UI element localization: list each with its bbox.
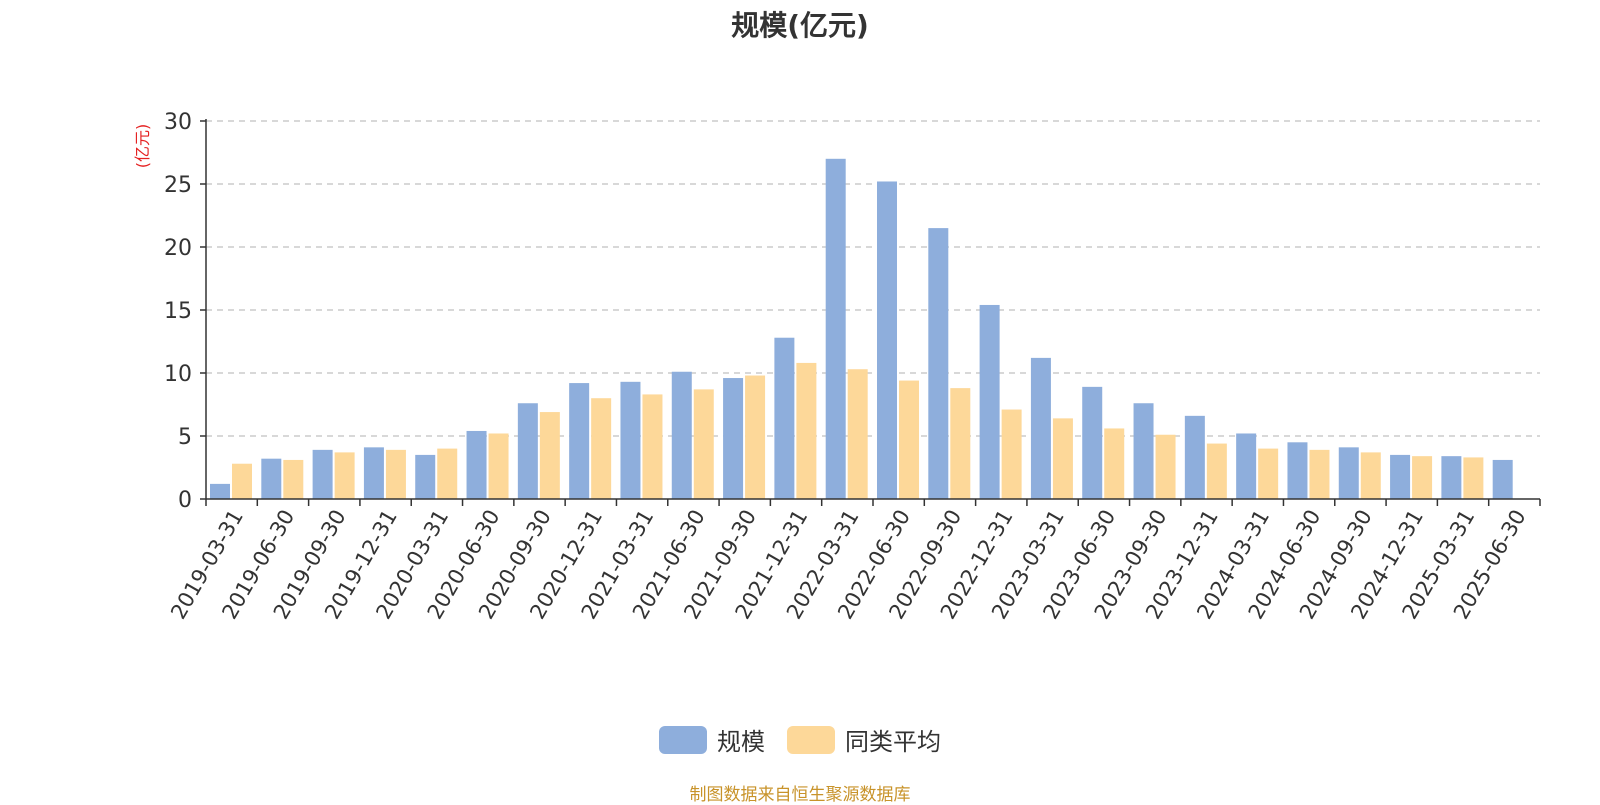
y-tick-label: 15	[164, 299, 192, 324]
bar-peer-average[interactable]	[796, 362, 817, 499]
bar-peer-average[interactable]	[1104, 428, 1125, 499]
bar-scale[interactable]	[569, 383, 590, 499]
bar-scale[interactable]	[1287, 442, 1308, 499]
legend-label-peer-average: 同类平均	[845, 728, 941, 756]
legend-label-scale: 规模	[717, 728, 765, 756]
bar-scale[interactable]	[1441, 456, 1462, 499]
bar-peer-average[interactable]	[1001, 409, 1022, 499]
bar-scale[interactable]	[210, 483, 230, 499]
bar-chart: 0510152025302019-03-312019-06-302019-09-…	[133, 110, 1541, 623]
bar-peer-average[interactable]	[1360, 452, 1381, 499]
bar-scale[interactable]	[312, 449, 333, 499]
bar-peer-average[interactable]	[847, 369, 868, 499]
bar-scale[interactable]	[774, 337, 795, 499]
bar-scale[interactable]	[620, 381, 641, 499]
y-axis-unit-label: (亿元)	[133, 124, 152, 169]
y-tick-label: 5	[178, 425, 192, 450]
bar-peer-average[interactable]	[1155, 434, 1176, 499]
y-tick-label: 25	[164, 173, 192, 198]
bar-scale[interactable]	[928, 228, 949, 499]
bars	[210, 158, 1513, 500]
bar-scale[interactable]	[1082, 386, 1103, 499]
bar-scale[interactable]	[415, 454, 436, 499]
bar-scale[interactable]	[517, 403, 538, 499]
y-tick-label: 30	[164, 110, 192, 135]
bar-scale[interactable]	[1492, 459, 1513, 499]
legend: 规模 同类平均	[0, 722, 1600, 757]
bar-peer-average[interactable]	[1412, 456, 1433, 499]
bar-scale[interactable]	[1236, 433, 1257, 499]
legend-swatch-scale	[659, 725, 707, 754]
bar-peer-average[interactable]	[899, 380, 919, 499]
bar-scale[interactable]	[261, 458, 282, 499]
bar-scale[interactable]	[1133, 403, 1154, 499]
bar-scale[interactable]	[1338, 447, 1359, 499]
bar-peer-average[interactable]	[745, 375, 766, 499]
bar-peer-average[interactable]	[1463, 457, 1484, 499]
bar-peer-average[interactable]	[488, 433, 509, 499]
bar-peer-average[interactable]	[950, 388, 971, 499]
bar-peer-average[interactable]	[539, 412, 560, 499]
y-tick-label: 20	[164, 236, 192, 261]
bar-scale[interactable]	[723, 378, 744, 499]
data-source-note: 制图数据来自恒生聚源数据库	[689, 785, 911, 805]
y-tick-label: 10	[164, 362, 192, 387]
bar-peer-average[interactable]	[232, 463, 252, 499]
gridlines	[206, 120, 1540, 437]
bar-scale[interactable]	[671, 371, 692, 499]
bar-scale[interactable]	[466, 430, 487, 499]
bar-scale[interactable]	[1390, 454, 1411, 499]
bar-scale[interactable]	[363, 447, 384, 499]
bar-peer-average[interactable]	[693, 389, 714, 499]
legend-swatch-peer-average	[787, 725, 835, 754]
bar-scale[interactable]	[1030, 357, 1051, 499]
bar-peer-average[interactable]	[283, 459, 304, 499]
y-tick-label: 0	[178, 488, 192, 513]
bar-scale[interactable]	[825, 158, 846, 500]
bar-scale[interactable]	[877, 181, 897, 500]
bar-peer-average[interactable]	[334, 452, 355, 499]
bar-peer-average[interactable]	[1206, 443, 1227, 499]
chart-title: 规模(亿元)	[731, 9, 869, 42]
bar-peer-average[interactable]	[385, 449, 406, 499]
legend-item-scale[interactable]: 规模	[659, 722, 765, 757]
bar-scale[interactable]	[1184, 415, 1205, 499]
bar-peer-average[interactable]	[591, 398, 612, 499]
axes: 0510152025302019-03-312019-06-302019-09-…	[164, 110, 1541, 623]
bar-scale[interactable]	[979, 304, 1000, 499]
bar-peer-average[interactable]	[437, 448, 458, 499]
legend-item-peer-average[interactable]: 同类平均	[787, 722, 941, 757]
bar-peer-average[interactable]	[1052, 418, 1073, 499]
bar-peer-average[interactable]	[1309, 449, 1330, 499]
bar-peer-average[interactable]	[1258, 448, 1279, 499]
bar-peer-average[interactable]	[642, 394, 663, 499]
